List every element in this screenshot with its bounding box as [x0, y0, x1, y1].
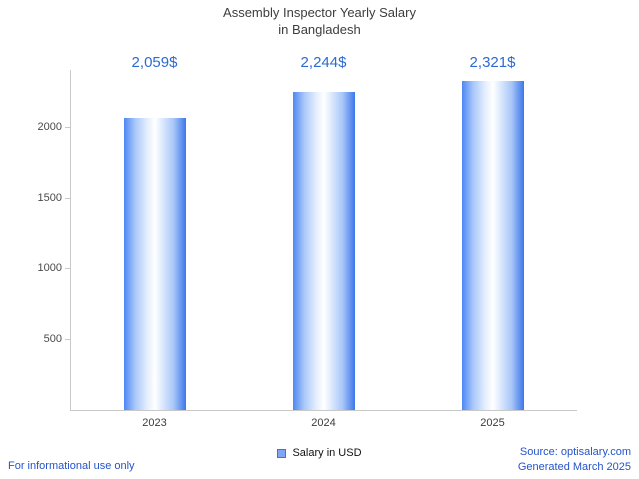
chart-title: Assembly Inspector Yearly Salary in Bang… — [0, 4, 639, 38]
bar-value-label: 2,244$ — [300, 54, 347, 71]
bar-2024 — [292, 92, 355, 410]
x-tick-label: 2024 — [311, 417, 336, 429]
footer-disclaimer: For informational use only — [8, 460, 135, 472]
bar-2023 — [123, 118, 186, 410]
chart-title-line1: Assembly Inspector Yearly Salary — [223, 5, 416, 20]
bar-value-label: 2,059$ — [131, 54, 178, 71]
legend-label: Salary in USD — [292, 447, 362, 459]
legend-swatch-icon — [277, 448, 287, 458]
y-tick-label: 1500 — [37, 191, 62, 204]
y-tick-mark — [65, 268, 70, 270]
footer-source-block: Source: optisalary.com Generated March 2… — [518, 445, 631, 475]
bar-2025 — [461, 81, 524, 410]
y-axis-line — [70, 70, 71, 411]
x-tick-label: 2025 — [480, 417, 505, 429]
legend: Salary in USD — [0, 447, 639, 459]
y-tick-label: 500 — [43, 333, 62, 346]
y-tick-mark — [65, 197, 70, 199]
y-tick-label: 2000 — [37, 120, 62, 133]
bar-value-label: 2,321$ — [469, 54, 516, 71]
x-axis-line — [70, 410, 577, 411]
y-tick-mark — [65, 126, 70, 128]
source-link[interactable]: Source: optisalary.com — [519, 446, 631, 458]
generated-date: Generated March 2025 — [517, 461, 631, 473]
y-tick-mark — [65, 339, 70, 341]
x-tick-label: 2023 — [142, 417, 167, 429]
chart-title-line2: in Bangladesh — [278, 22, 361, 37]
y-tick-label: 1000 — [37, 262, 62, 275]
